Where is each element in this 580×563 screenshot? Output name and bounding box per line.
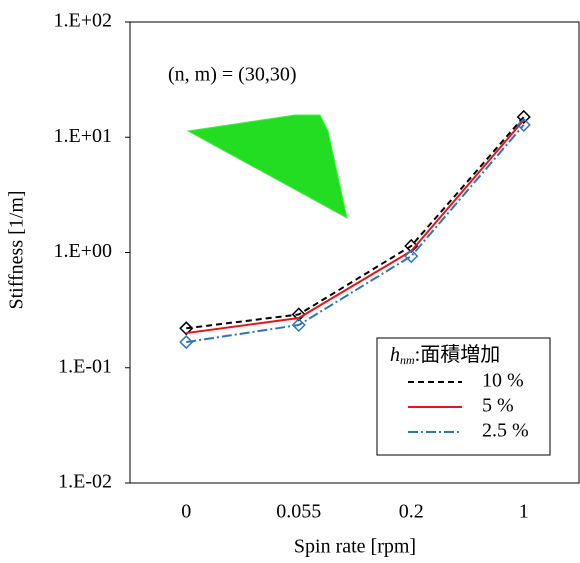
- y-tick-label: 1.E+00: [54, 240, 113, 262]
- legend-label: 5 %: [482, 395, 514, 417]
- x-tick-label: 0.2: [399, 501, 424, 523]
- legend-label: 10 %: [482, 370, 524, 392]
- legend-label: 2.5 %: [482, 420, 529, 442]
- y-tick-label: 1.E+01: [54, 125, 113, 147]
- chart: (n, m) = (30,30) Stiffness [1/m] Spin ra…: [0, 0, 580, 563]
- legend-subscript: nm: [400, 353, 415, 367]
- x-tick-label: 1: [519, 501, 529, 523]
- legend-text: :面積増加: [415, 343, 501, 366]
- y-tick-label: 1.E-01: [58, 355, 112, 377]
- y-tick-label: 1.E-02: [58, 471, 112, 493]
- x-tick-label: 0.055: [276, 501, 321, 523]
- y-axis-label: Stiffness [1/m]: [6, 190, 28, 309]
- legend-symbol: h: [390, 344, 400, 366]
- y-tick-label: 1.E+02: [54, 10, 113, 32]
- x-axis-label: Spin rate [rpm]: [294, 536, 416, 558]
- mesh-figure: [188, 115, 347, 218]
- annotation: (n, m) = (30,30): [168, 64, 296, 86]
- x-tick-label: 0: [181, 501, 191, 523]
